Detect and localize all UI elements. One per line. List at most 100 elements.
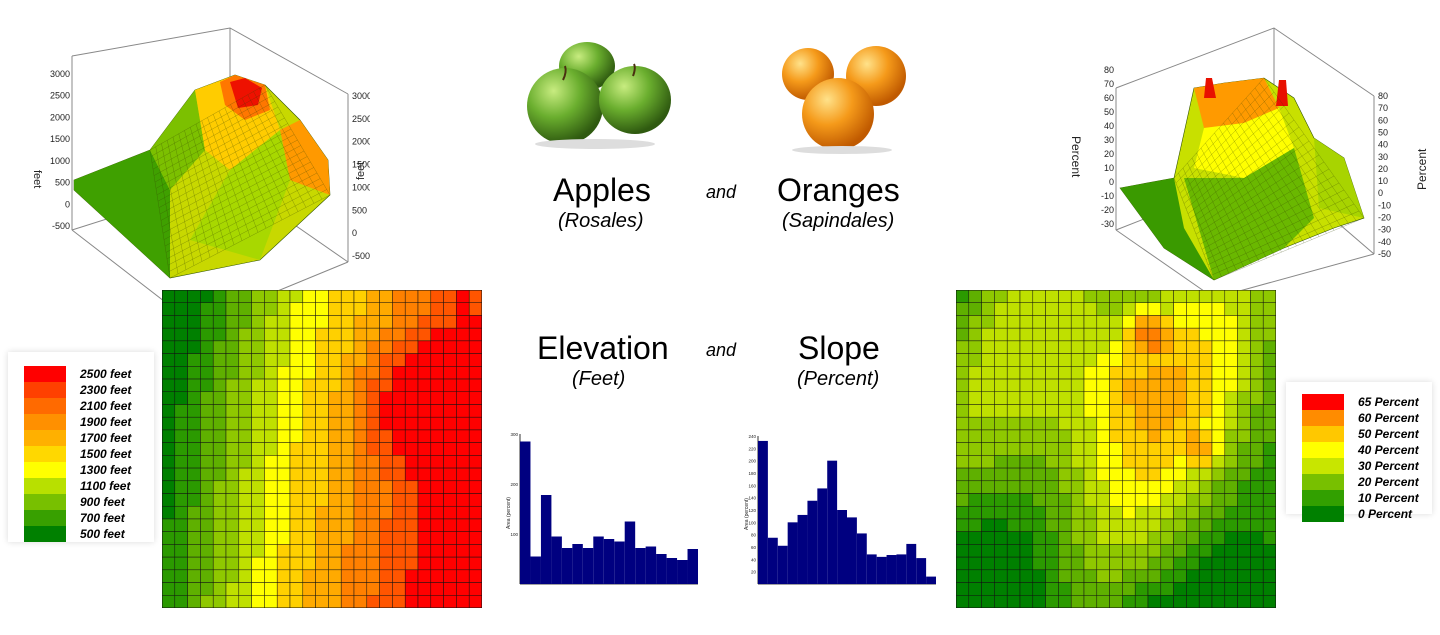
slope-legend-row: 40 Percent bbox=[1302, 442, 1419, 458]
elevation-histogram: Area (percent) 300 200 100 bbox=[506, 432, 698, 585]
slope-legend-swatch bbox=[1302, 426, 1344, 442]
elevation-title: Elevation bbox=[537, 330, 669, 366]
histogram-bar bbox=[645, 546, 657, 584]
histogram-bar bbox=[677, 560, 688, 584]
histogram-tick-label: 100 bbox=[510, 532, 518, 537]
histogram-bar bbox=[530, 556, 541, 584]
elev-left-axis-label: feet bbox=[31, 170, 43, 188]
slope-legend-label: 40 Percent bbox=[1358, 443, 1419, 457]
slope-legend-label: 20 Percent bbox=[1358, 475, 1419, 489]
slope-tick-label: -40 bbox=[1378, 237, 1391, 247]
slope-tick-label: -50 bbox=[1378, 249, 1391, 259]
histogram-bar bbox=[614, 541, 625, 584]
histogram-ylabel: Area (percent) bbox=[744, 498, 750, 530]
slope-legend-label: 65 Percent bbox=[1358, 395, 1419, 409]
histogram-bar bbox=[906, 543, 917, 584]
elevation-legend-label: 1100 feet bbox=[80, 479, 131, 493]
histogram-bar bbox=[847, 517, 857, 584]
histogram-tick-label: 220 bbox=[748, 446, 756, 451]
histogram-bar bbox=[540, 495, 552, 584]
elev-tick-label: 0 bbox=[65, 199, 70, 209]
elev-tick-label: 2500 bbox=[50, 91, 70, 101]
elev-left-ticks: 3000 2500 2000 1500 1000 500 0 -500 bbox=[50, 69, 70, 231]
elevation-legend-label: 500 feet bbox=[80, 527, 125, 541]
elev-tick-label: 1000 bbox=[352, 182, 370, 192]
apples-subtitle: (Rosales) bbox=[558, 210, 644, 232]
histogram-bar bbox=[635, 548, 646, 584]
histogram-bar bbox=[582, 548, 594, 584]
oranges-subtitle: (Sapindales) bbox=[782, 210, 895, 232]
slope-legend-swatch bbox=[1302, 490, 1344, 506]
slope-legend-label: 60 Percent bbox=[1358, 411, 1419, 425]
slope-tick-label: 30 bbox=[1104, 135, 1114, 145]
oranges-image bbox=[782, 46, 906, 154]
elevation-legend-row: 2500 feet bbox=[24, 366, 131, 382]
slope-legend-label: 10 Percent bbox=[1358, 491, 1419, 505]
elevation-grid-map bbox=[162, 290, 482, 608]
histogram-bar bbox=[777, 545, 788, 584]
slope-tick-label: 40 bbox=[1104, 121, 1114, 131]
slope-legend-row: 10 Percent bbox=[1302, 490, 1419, 506]
slope-right-axis-label: Percent bbox=[1415, 148, 1429, 190]
slope-tick-label: 50 bbox=[1104, 107, 1114, 117]
slope-grid-map bbox=[956, 290, 1276, 608]
elevation-legend-row: 1700 feet bbox=[24, 430, 131, 446]
histogram-tick-label: 140 bbox=[748, 496, 756, 501]
slope-tick-label: 70 bbox=[1378, 103, 1388, 113]
histogram-tick-label: 120 bbox=[748, 508, 756, 513]
elevation-legend-row: 700 feet bbox=[24, 510, 131, 526]
elevation-legend-swatch bbox=[24, 398, 66, 414]
elev-right-ticks: 3000 2500 2000 1500 1000 500 0 -500 bbox=[352, 91, 370, 261]
elev-tick-label: 3000 bbox=[352, 91, 370, 101]
elevation-legend-row: 500 feet bbox=[24, 526, 131, 542]
histogram-tick-label: 240 bbox=[748, 434, 756, 439]
histogram-bar bbox=[817, 488, 828, 584]
histogram-bar bbox=[687, 549, 698, 584]
elevation-legend-swatch bbox=[24, 462, 66, 478]
elevation-legend-label: 2300 feet bbox=[80, 383, 132, 397]
slope-tick-label: 60 bbox=[1104, 93, 1114, 103]
slope-tick-label: 60 bbox=[1378, 115, 1388, 125]
slope-tick-label: -20 bbox=[1378, 213, 1391, 223]
slope-tick-label: -20 bbox=[1101, 205, 1114, 215]
slope-legend-swatch bbox=[1302, 410, 1344, 426]
slope-tick-label: -10 bbox=[1378, 200, 1391, 210]
elev-tick-label: 0 bbox=[352, 228, 357, 238]
slope-legend-label: 0 Percent bbox=[1358, 507, 1413, 521]
elevation-legend-swatch bbox=[24, 382, 66, 398]
slope-tick-label: 10 bbox=[1378, 176, 1388, 186]
slope-left-ticks: 80 70 60 50 40 30 20 10 0 -10 -20 -30 bbox=[1101, 65, 1114, 229]
elev-tick-label: 500 bbox=[352, 205, 367, 215]
elevation-legend: 2500 feet 2300 feet 2100 feet 1900 feet 1700… bbox=[8, 352, 154, 542]
elev-tick-label: 500 bbox=[55, 178, 70, 188]
elevation-legend-row: 1100 feet bbox=[24, 478, 131, 494]
histogram-bar bbox=[666, 558, 678, 584]
slope-legend-row: 0 Percent bbox=[1302, 506, 1419, 522]
slope-tick-label: 70 bbox=[1104, 79, 1114, 89]
slope-tick-label: 0 bbox=[1378, 188, 1383, 198]
elevation-legend-swatch bbox=[24, 510, 66, 526]
histogram-tick-label: 60 bbox=[751, 545, 757, 550]
histogram-ylabel: Area (percent) bbox=[506, 497, 512, 529]
elevation-legend-swatch bbox=[24, 414, 66, 430]
histogram-bar bbox=[886, 555, 897, 584]
elev-tick-label: 3000 bbox=[50, 69, 70, 79]
histogram-tick-label: 100 bbox=[748, 520, 756, 525]
elevation-legend-row: 1500 feet bbox=[24, 446, 131, 462]
slope-legend-row: 60 Percent bbox=[1302, 410, 1419, 426]
slope-tick-label: 10 bbox=[1104, 163, 1114, 173]
elevation-legend-row: 1300 feet bbox=[24, 462, 131, 478]
slope-right-ticks: 80 70 60 50 40 30 20 10 0 -10 -20 -30 -40 -50 bbox=[1378, 91, 1391, 259]
slope-tick-label: -30 bbox=[1101, 219, 1114, 229]
slope-tick-label: 80 bbox=[1378, 91, 1388, 101]
slope-legend-label: 30 Percent bbox=[1358, 459, 1419, 473]
histogram-bar bbox=[656, 554, 667, 584]
elev-tick-label: 1000 bbox=[50, 156, 70, 166]
slope-legend: 65 Percent 60 Percent 50 Percent 40 Percent… bbox=[1286, 382, 1432, 522]
slope-tick-label: -10 bbox=[1101, 191, 1114, 201]
slope-tick-label: 0 bbox=[1109, 177, 1114, 187]
elevation-legend-label: 1500 feet bbox=[80, 447, 132, 461]
elevation-legend-swatch bbox=[24, 446, 66, 462]
histogram-bar bbox=[561, 548, 573, 584]
histogram-bar bbox=[837, 510, 847, 584]
